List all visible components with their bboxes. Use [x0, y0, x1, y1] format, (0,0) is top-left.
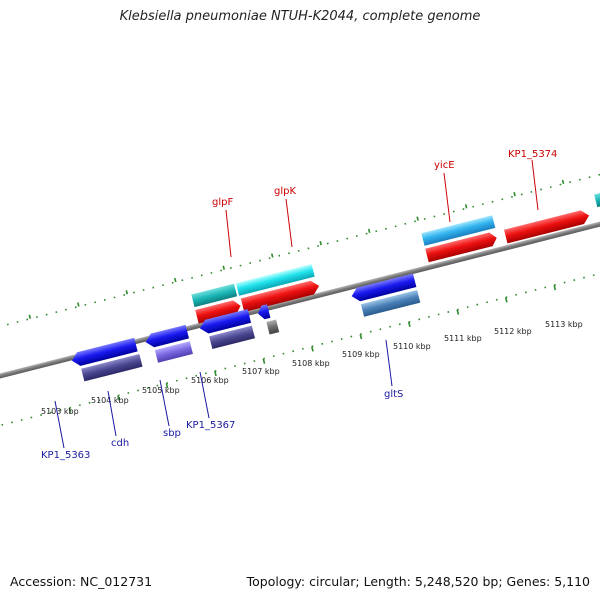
- gene-KP1-5363-feature[interactable]: [70, 337, 138, 368]
- scale-tick-label: 5111 kbp: [444, 334, 482, 343]
- scale-tick-label: 5108 kbp: [292, 359, 330, 368]
- gene-red-feature[interactable]: [425, 231, 498, 263]
- gene-cyan-feature[interactable]: [594, 191, 600, 208]
- label-leader: [531, 159, 539, 211]
- label-leader: [159, 379, 170, 427]
- scale-tick-label: 5105 kbp: [142, 386, 180, 395]
- gene-label-cdh[interactable]: cdh: [111, 438, 129, 449]
- gene-label-KP1-5367[interactable]: KP1_5367: [186, 420, 235, 431]
- gene-label-gltS[interactable]: gltS: [384, 389, 403, 400]
- upper-tick-track: [0, 171, 600, 336]
- gene-red-feature[interactable]: [240, 279, 321, 313]
- scale-tick-label: 5103 kbp: [41, 407, 79, 416]
- gene-KP1-5367-feature[interactable]: [256, 304, 271, 320]
- gene-steel-feature[interactable]: [360, 289, 421, 317]
- label-leader: [285, 198, 293, 248]
- genome-summary-text: Topology: circular; Length: 5,248,520 bp…: [246, 574, 590, 589]
- accession-text: Accession: NC_012731: [10, 574, 153, 589]
- gene-label-sbp[interactable]: sbp: [163, 428, 181, 439]
- scale-tick-label: 5106 kbp: [191, 376, 229, 385]
- label-leader: [107, 390, 117, 437]
- gene-slate-feature[interactable]: [81, 354, 143, 382]
- scale-tick-label: 5113 kbp: [545, 320, 583, 329]
- gene-KP1-5374-feature[interactable]: [504, 209, 591, 244]
- map-title: Klebsiella pneumoniae NTUH-K2044, comple…: [119, 9, 481, 24]
- label-leader: [54, 400, 65, 449]
- forward-genes: [191, 191, 600, 324]
- label-leader: [385, 339, 393, 387]
- reverse-genes: [70, 273, 421, 382]
- gene-yicE-feature[interactable]: [421, 215, 496, 246]
- gene-lavender-feature[interactable]: [154, 341, 193, 363]
- lower-tick-track: [0, 264, 600, 429]
- gene-sbp-feature[interactable]: [198, 309, 252, 335]
- gene-slate-feature[interactable]: [209, 325, 255, 350]
- label-leader: [443, 172, 451, 223]
- scale-tick-label: 5109 kbp: [342, 350, 380, 359]
- gene-cdh-feature[interactable]: [144, 324, 190, 349]
- gene-glpK-feature[interactable]: [235, 264, 315, 296]
- gene-glpF-feature[interactable]: [191, 283, 238, 308]
- gene-label-KP1-5374[interactable]: KP1_5374: [508, 149, 557, 160]
- upper-gene-labels: glpF glpK yicE KP1_5374: [212, 149, 557, 258]
- scale-tick-label: 5107 kbp: [242, 367, 280, 376]
- label-leader: [225, 209, 232, 258]
- gene-gray-feature[interactable]: [266, 319, 280, 335]
- label-leader: [199, 371, 210, 419]
- gene-label-yicE[interactable]: yicE: [434, 160, 455, 171]
- gene-label-glpK[interactable]: glpK: [274, 186, 296, 197]
- gene-label-glpF[interactable]: glpF: [212, 197, 233, 208]
- scale-tick-label: 5110 kbp: [393, 342, 431, 351]
- gene-gltS-feature[interactable]: [350, 273, 417, 303]
- scale-tick-label: 5112 kbp: [494, 327, 532, 336]
- lower-gene-labels: KP1_5363 cdh sbp KP1_5367 gltS: [41, 339, 403, 461]
- gene-red-feature[interactable]: [195, 299, 242, 324]
- gene-label-KP1-5363[interactable]: KP1_5363: [41, 450, 90, 461]
